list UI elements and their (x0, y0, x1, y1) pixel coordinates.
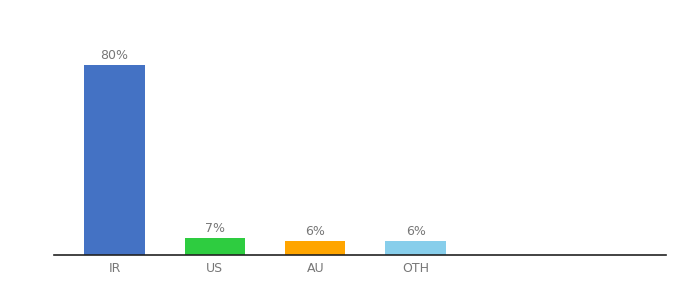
Bar (185, 238, 245, 255)
Text: 6%: 6% (406, 225, 426, 238)
Bar (386, 241, 445, 255)
Bar (84, 64, 145, 255)
Text: 6%: 6% (305, 225, 325, 238)
Text: 7%: 7% (205, 223, 225, 236)
Bar (285, 241, 345, 255)
Text: 80%: 80% (101, 49, 129, 62)
